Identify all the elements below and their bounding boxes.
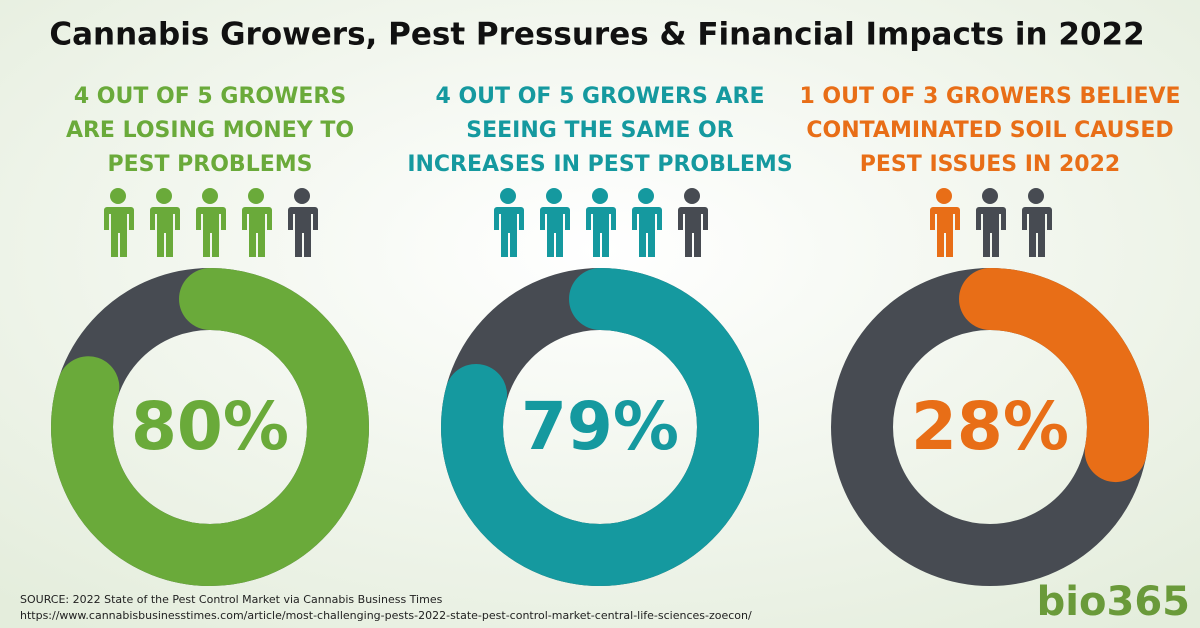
heading-line: INCREASES IN PEST PROBLEMS: [407, 152, 792, 177]
person-head: [592, 188, 608, 204]
person-body: [976, 207, 1006, 257]
person-body: [930, 207, 960, 257]
person-head: [110, 188, 126, 204]
heading-line: CONTAMINATED SOIL CAUSED: [806, 118, 1173, 143]
person-icon: [632, 188, 662, 257]
donut-arc: [51, 268, 369, 586]
person-icon: [196, 188, 226, 257]
person-body: [586, 207, 616, 257]
donut-arc: [441, 268, 759, 586]
person-body: [540, 207, 570, 257]
logo: bio365: [1037, 579, 1190, 625]
person-head: [684, 188, 700, 204]
person-icon: [288, 188, 318, 257]
heading-line: 1 OUT OF 3 GROWERS BELIEVE: [799, 84, 1180, 109]
person-head: [982, 188, 998, 204]
person-icon: [678, 188, 708, 257]
person-icon: [976, 188, 1006, 257]
person-head: [1028, 188, 1044, 204]
heading-line: 4 OUT OF 5 GROWERS ARE: [436, 84, 765, 109]
source-url: https://www.cannabisbusinesstimes.com/ar…: [20, 609, 752, 622]
heading-line: SEEING THE SAME OR: [466, 118, 733, 143]
person-body: [196, 207, 226, 257]
person-icon: [150, 188, 180, 257]
source: SOURCE: 2022 State of the Pest Control M…: [20, 593, 443, 606]
heading-line: PEST ISSUES IN 2022: [860, 152, 1120, 177]
heading-line: PEST PROBLEMS: [108, 152, 313, 177]
donut-arc: [831, 268, 1149, 586]
person-head: [546, 188, 562, 204]
person-body: [1022, 207, 1052, 257]
person-icon: [242, 188, 272, 257]
value-label: 79%: [521, 388, 679, 465]
person-icon: [1022, 188, 1052, 257]
person-head: [248, 188, 264, 204]
heading-line: 4 OUT OF 5 GROWERS: [74, 84, 346, 109]
person-head: [500, 188, 516, 204]
value-label: 80%: [131, 388, 289, 465]
person-icon: [586, 188, 616, 257]
person-icon: [494, 188, 524, 257]
person-body: [104, 207, 134, 257]
person-head: [294, 188, 310, 204]
person-icon: [540, 188, 570, 257]
person-body: [678, 207, 708, 257]
person-body: [494, 207, 524, 257]
person-icon: [930, 188, 960, 257]
title: Cannabis Growers, Pest Pressures & Finan…: [49, 17, 1144, 53]
person-head: [156, 188, 172, 204]
person-body: [150, 207, 180, 257]
person-body: [242, 207, 272, 257]
heading-line: ARE LOSING MONEY TO: [66, 118, 354, 143]
person-icon: [104, 188, 134, 257]
value-label: 28%: [911, 388, 1069, 465]
person-body: [632, 207, 662, 257]
person-body: [288, 207, 318, 257]
person-head: [936, 188, 952, 204]
person-head: [638, 188, 654, 204]
person-head: [202, 188, 218, 204]
